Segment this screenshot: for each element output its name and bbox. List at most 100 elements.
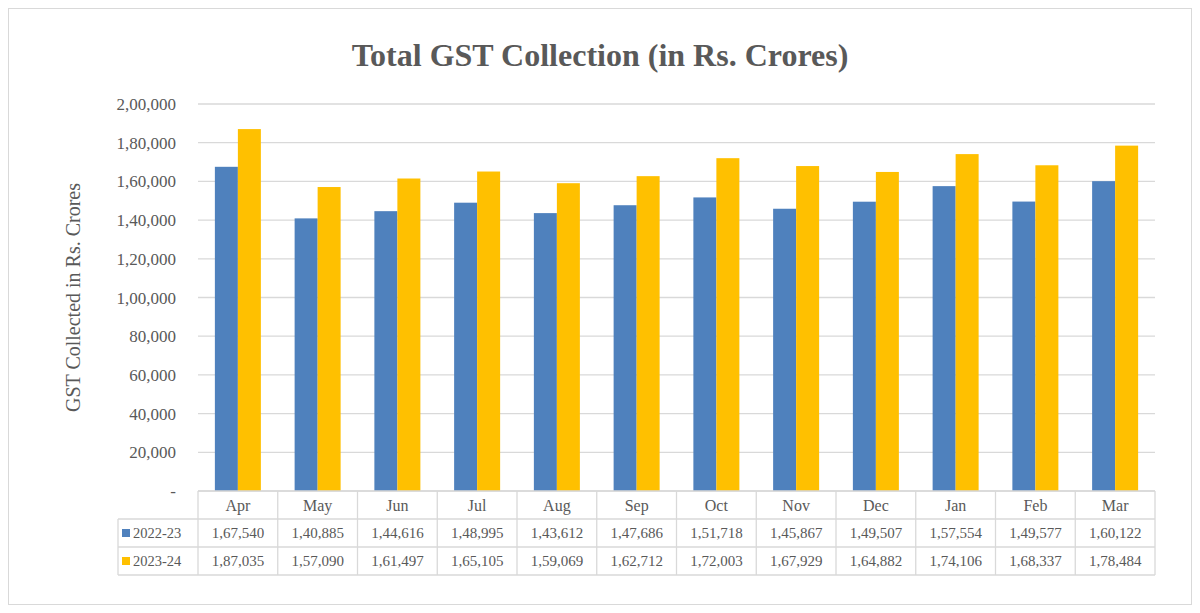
- x-tick-label: Oct: [705, 497, 729, 514]
- table-line: [437, 491, 438, 575]
- bar: [454, 203, 477, 491]
- bar: [1092, 181, 1115, 491]
- table-line: [756, 491, 757, 575]
- table-value: 1,49,507: [850, 525, 903, 541]
- table-value: 1,60,122: [1089, 525, 1142, 541]
- table-line: [516, 491, 517, 575]
- table-line: [197, 491, 198, 575]
- table-line: [835, 491, 836, 575]
- table-value: 1,62,712: [610, 553, 663, 569]
- bar: [534, 213, 557, 491]
- table-value: 1,43,612: [531, 525, 584, 541]
- x-tick-label: Apr: [225, 497, 251, 515]
- table-line: [1075, 491, 1076, 575]
- table-line: [117, 519, 118, 575]
- x-tick-label: Mar: [1102, 497, 1129, 514]
- bar: [773, 209, 796, 491]
- grid-line: [198, 413, 1155, 414]
- table-line: [118, 574, 1155, 575]
- bar: [1115, 146, 1138, 491]
- legend-entry: 2023-24: [133, 553, 182, 569]
- bar: [693, 197, 716, 491]
- table-value: 1,44,616: [371, 525, 424, 541]
- x-tick-label: Dec: [863, 497, 889, 514]
- y-tick-label: 1,20,000: [117, 250, 177, 269]
- grid-line: [198, 452, 1155, 453]
- bar: [295, 218, 318, 491]
- table-value: 1,67,540: [212, 525, 265, 541]
- bar: [477, 172, 500, 491]
- grid-line: [198, 142, 1155, 143]
- x-tick-label: Aug: [543, 497, 571, 515]
- grid-line: [198, 336, 1155, 337]
- table-value: 1,61,497: [371, 553, 424, 569]
- table-value: 1,57,090: [291, 553, 344, 569]
- y-tick-label: 1,80,000: [117, 134, 177, 153]
- y-tick-label: 60,000: [129, 366, 176, 385]
- x-tick-label: Nov: [782, 497, 810, 514]
- table-value: 1,64,882: [850, 553, 903, 569]
- table-line: [915, 491, 916, 575]
- bar: [796, 166, 819, 491]
- y-tick-label: 1,00,000: [117, 289, 177, 308]
- grid-line: [198, 103, 1155, 104]
- table-value: 1,49,577: [1009, 525, 1062, 541]
- table-value: 1,47,686: [610, 525, 663, 541]
- grid-line: [198, 219, 1155, 220]
- bar: [853, 202, 876, 491]
- bar: [637, 176, 660, 491]
- table-value: 1,67,929: [770, 553, 823, 569]
- chart-frame: [9, 9, 1192, 605]
- x-tick-label: Sep: [625, 497, 649, 515]
- x-tick-label: Feb: [1023, 497, 1047, 514]
- legend-entry: 2022-23: [133, 525, 181, 541]
- table-value: 1,65,105: [451, 553, 504, 569]
- table-value: 1,87,035: [212, 553, 265, 569]
- table-value: 1,74,106: [929, 553, 982, 569]
- table-line: [676, 491, 677, 575]
- bar: [238, 129, 261, 491]
- legend-swatch: [122, 529, 130, 537]
- x-tick-label: Jan: [945, 497, 966, 514]
- x-tick-label: Jul: [468, 497, 487, 514]
- x-tick-label: May: [303, 497, 332, 515]
- grid-line: [198, 374, 1155, 375]
- bar: [215, 167, 238, 491]
- table-line: [277, 491, 278, 575]
- bar: [933, 186, 956, 491]
- bar: [716, 158, 739, 491]
- bar: [1035, 165, 1058, 491]
- table-value: 1,57,554: [929, 525, 982, 541]
- y-tick-label: 20,000: [129, 443, 176, 462]
- bars: [215, 129, 1138, 491]
- bar: [557, 183, 580, 491]
- table-value: 1,45,867: [770, 525, 823, 541]
- bar: [318, 187, 341, 491]
- bar: [397, 179, 420, 491]
- table-value: 1,59,069: [531, 553, 584, 569]
- table-line: [1154, 491, 1155, 575]
- y-tick-label: 2,00,000: [117, 95, 177, 114]
- y-tick-label: 1,60,000: [117, 172, 177, 191]
- table-line: [118, 546, 1155, 547]
- table-value: 1,72,003: [690, 553, 743, 569]
- x-tick-label: Jun: [386, 497, 408, 514]
- legend-swatch: [122, 557, 130, 565]
- table-line: [118, 518, 1155, 519]
- table-line: [995, 491, 996, 575]
- bar: [374, 211, 397, 491]
- table-line: [357, 491, 358, 575]
- bar: [876, 172, 899, 491]
- grid-line: [198, 297, 1155, 298]
- y-tick-label: 80,000: [129, 327, 176, 346]
- table-value: 1,78,484: [1089, 553, 1142, 569]
- table-value: 1,51,718: [690, 525, 743, 541]
- bar: [1012, 202, 1035, 491]
- grid-line: [198, 181, 1155, 182]
- table-value: 1,48,995: [451, 525, 504, 541]
- table-value: 1,40,885: [291, 525, 344, 541]
- y-tick-label: 40,000: [129, 405, 176, 424]
- y-tick-label: 1,40,000: [117, 211, 177, 230]
- y-tick-label: -: [170, 482, 176, 501]
- title: Total GST Collection (in Rs. Crores): [352, 37, 849, 73]
